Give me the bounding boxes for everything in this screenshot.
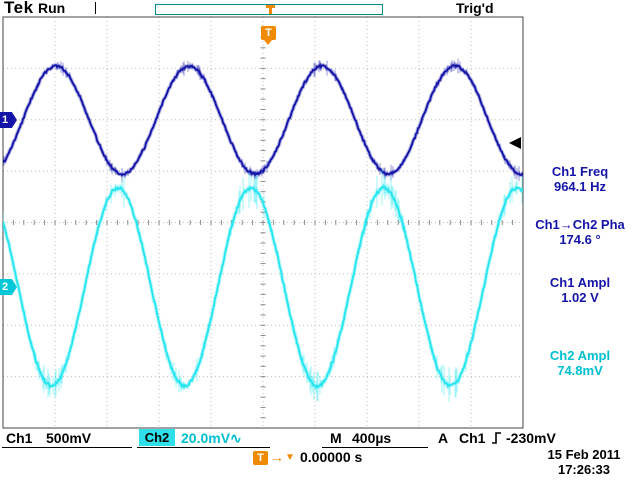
trigger-level: -230mV	[506, 430, 556, 446]
ch2-ground-marker: 2	[0, 279, 17, 295]
ch2-badge: Ch2	[139, 429, 175, 446]
timebase-value: 400µs	[352, 430, 392, 446]
measurement-value: 964.1 Hz	[553, 179, 607, 194]
ch2-scale: 20.0mV∿	[181, 430, 242, 446]
measurement-ch1-freq: Ch1 Freq 964.1 Hz	[521, 164, 639, 194]
topbar-tick	[95, 2, 96, 14]
ch1-ground-marker: 1	[0, 112, 17, 128]
tek-logo: Tek	[4, 0, 34, 17]
measurement-label: Ch1→Ch2 Pha	[535, 217, 625, 232]
horiz-arrow-icon: →	[270, 449, 284, 465]
record-trigger-stem	[269, 8, 272, 14]
ch1-group-underline	[2, 447, 132, 448]
measurement-value: 1.02 V	[561, 290, 599, 305]
measurement-label: Ch2 Ampl	[549, 348, 611, 363]
ch1-scale: 500mV	[46, 430, 92, 446]
measurement-value: 74.8mV	[557, 363, 603, 378]
trigger-slope-icon	[492, 432, 501, 444]
trigger-status: Trig'd	[456, 0, 494, 16]
measurement-value: 174.6 °	[559, 232, 601, 247]
trigger-position-badge: T	[261, 26, 276, 45]
trigger-position-arrow-down-icon	[264, 40, 272, 45]
measurement-label: Ch1 Freq	[551, 164, 609, 179]
measurement-phase: Ch1→Ch2 Pha 174.6 °	[521, 217, 639, 247]
horiz-pointer-icon: ▼	[285, 452, 295, 463]
trigger-mode: A	[438, 430, 449, 446]
trigger-level-arrow-icon	[509, 137, 521, 149]
horiz-position-value: 0.00000 s	[300, 449, 363, 465]
measurement-ch2-ampl: Ch2 Ampl 74.8mV	[521, 348, 639, 378]
record-trigger-position-marker	[266, 5, 275, 14]
timebase-underline	[322, 447, 428, 448]
trigger-source: Ch1	[459, 430, 486, 446]
date-value: 15 Feb 2011	[547, 447, 621, 462]
datetime: 15 Feb 2011 17:26:33	[530, 447, 638, 477]
trigger-position-label: T	[265, 27, 272, 39]
acquisition-status: Run	[38, 0, 66, 16]
record-view-bar	[155, 4, 383, 15]
measurement-label: Ch1 Ampl	[549, 275, 611, 290]
timebase-label: M	[330, 430, 342, 446]
measurement-ch1-ampl: Ch1 Ampl 1.02 V	[521, 275, 639, 305]
ch1-label: Ch1	[6, 430, 33, 446]
horiz-trigger-badge: T	[253, 451, 268, 465]
record-trigger-cap	[266, 5, 275, 8]
time-value: 17:26:33	[557, 462, 611, 477]
ch2-group-underline	[137, 447, 270, 448]
